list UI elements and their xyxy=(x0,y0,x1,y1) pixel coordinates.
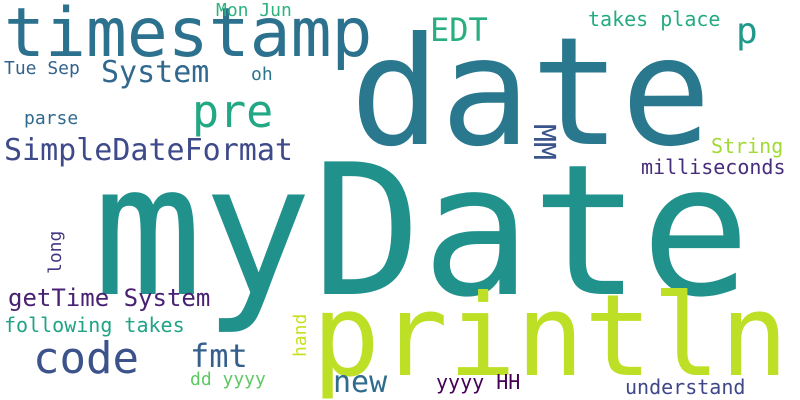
word-timestamp: timestamp xyxy=(4,0,373,73)
word-tue-sep: Tue Sep xyxy=(4,58,80,79)
word-date: date xyxy=(350,6,712,180)
word-oh: oh xyxy=(251,64,273,85)
word-new: new xyxy=(333,365,388,400)
word-understand: understand xyxy=(625,375,746,399)
word-parse: parse xyxy=(24,108,79,129)
word-gettime-system: getTime System xyxy=(8,284,211,312)
word-following-takes: following takes xyxy=(4,313,185,337)
word-simpledateformat: SimpleDateFormat xyxy=(4,133,293,168)
word-string: String xyxy=(711,134,784,158)
word-long: long xyxy=(45,230,66,274)
word-println: println xyxy=(312,270,789,400)
word-dd-yyyy: dd yyyy xyxy=(190,369,266,390)
word-fmt: fmt xyxy=(190,337,248,375)
word-pre: pre xyxy=(192,85,274,138)
word-yyyy-hh: yyyy HH xyxy=(436,370,521,394)
word-mon-jun: Mon Jun xyxy=(216,0,292,21)
word-p: p xyxy=(736,11,758,52)
word-system: System xyxy=(101,55,210,90)
word-mm: MM xyxy=(526,124,561,161)
word-milliseconds: milliseconds xyxy=(641,155,786,179)
word-edt: EDT xyxy=(430,11,488,49)
word-mydate: myDate xyxy=(93,125,751,337)
word-takes-place: takes place xyxy=(588,7,721,31)
word-hand: hand xyxy=(290,313,311,357)
word-code: code xyxy=(33,333,139,384)
